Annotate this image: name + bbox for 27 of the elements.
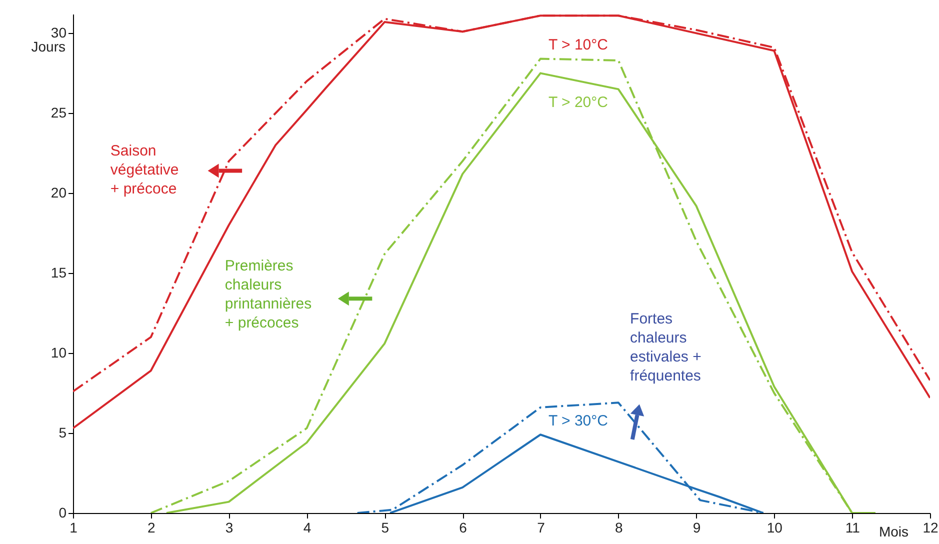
y-tick-label: 30 (50, 24, 67, 41)
series-label: T > 30°C (548, 412, 608, 430)
x-tick-label: 1 (70, 520, 78, 536)
x-axis-title: Mois (878, 524, 908, 540)
y-tick-label: 0 (58, 504, 67, 520)
x-tick-label: 12 (922, 520, 938, 536)
x-tick-label: 3 (225, 520, 234, 536)
x-tick-label: 10 (766, 520, 783, 536)
x-tick-label: 7 (537, 520, 546, 536)
y-tick-label: 20 (50, 184, 67, 201)
x-tick-label: 5 (381, 520, 390, 536)
series-label: T > 10°C (548, 36, 608, 54)
y-tick-label: 15 (50, 264, 67, 281)
annotation: Fortes chaleurs estivales + fréquentes (630, 310, 702, 384)
y-tick-label: 10 (50, 344, 67, 361)
y-axis-title: Jours (31, 38, 66, 54)
x-tick-label: 6 (459, 520, 468, 536)
x-tick-label: 9 (692, 520, 701, 536)
x-tick-label: 2 (148, 520, 156, 536)
annotation: Premières chaleurs printannières + précoces (224, 258, 312, 332)
y-tick-label: 25 (50, 104, 67, 121)
y-tick-label: 5 (58, 424, 67, 441)
x-tick-label: 11 (845, 520, 860, 536)
annotation: Saison végétative + précoce (110, 142, 179, 198)
series-label: T > 20°C (548, 94, 608, 112)
x-tick-label: 8 (614, 520, 623, 536)
x-tick-label: 4 (303, 520, 312, 536)
